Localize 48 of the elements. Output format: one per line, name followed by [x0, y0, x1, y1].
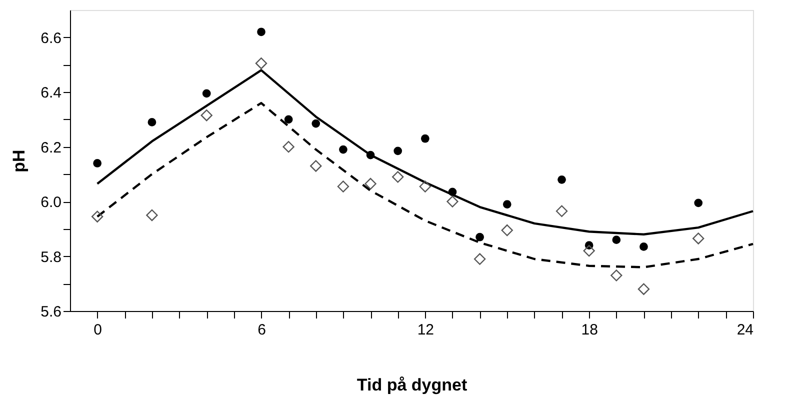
x-tick-label: 18 — [581, 322, 598, 338]
point — [284, 115, 293, 124]
point — [419, 180, 432, 192]
y-tick-label: 5.6 — [40, 304, 62, 320]
point — [692, 232, 704, 244]
x-tick-label: 0 — [94, 322, 102, 338]
point — [610, 270, 622, 282]
point — [556, 205, 568, 217]
x-tick-label: 12 — [417, 322, 434, 338]
point — [474, 253, 486, 265]
point — [448, 188, 457, 196]
point — [312, 119, 320, 128]
y-tick-label: 6.4 — [40, 84, 62, 102]
point — [446, 196, 458, 208]
x-tick-label: 24 — [736, 322, 754, 338]
point — [502, 200, 512, 208]
point — [366, 150, 375, 160]
point — [476, 232, 484, 242]
point — [337, 180, 350, 192]
point — [640, 242, 648, 251]
point — [694, 198, 703, 208]
point — [392, 171, 404, 183]
point — [558, 175, 566, 184]
y-tick-label: 5.8 — [40, 248, 62, 266]
point — [255, 58, 268, 70]
y-tick-label: 6.0 — [40, 194, 62, 212]
point — [148, 118, 156, 126]
point — [93, 159, 102, 168]
point — [339, 145, 348, 154]
point — [282, 140, 294, 153]
x-axis-title: Tid på dygnet — [356, 376, 468, 394]
y-tick-label: 6.2 — [40, 139, 62, 156]
point — [202, 89, 211, 98]
point — [501, 224, 513, 236]
x-tick-label: 6 — [258, 322, 266, 338]
point — [638, 283, 650, 295]
point — [420, 134, 430, 143]
point — [612, 236, 621, 244]
y-axis-title: pH — [10, 150, 29, 172]
point — [394, 146, 402, 156]
point — [146, 209, 158, 222]
point — [257, 28, 266, 36]
point — [364, 178, 376, 190]
point — [200, 110, 212, 122]
point — [91, 210, 104, 222]
point — [583, 244, 595, 257]
y-tick-label: 6.6 — [40, 30, 62, 47]
point — [310, 160, 322, 172]
